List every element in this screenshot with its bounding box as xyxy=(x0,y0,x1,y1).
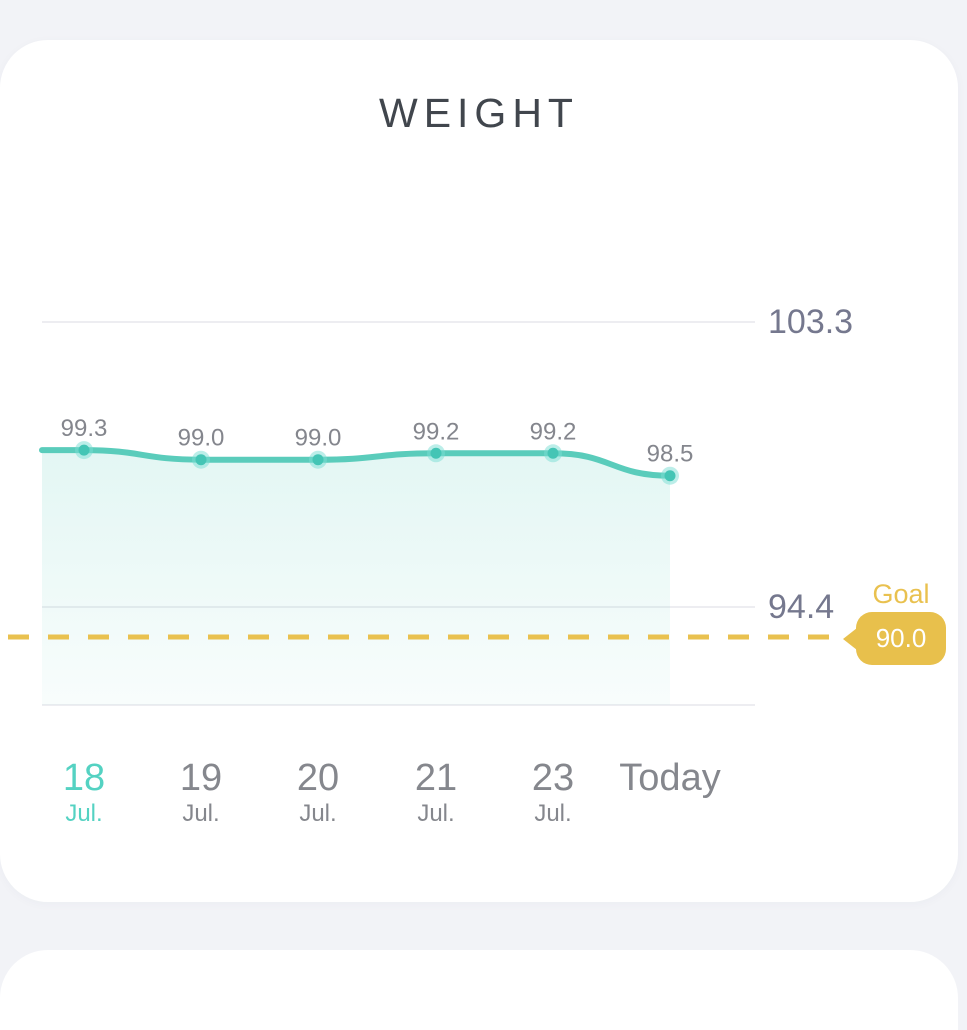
date-day-label: 20 xyxy=(296,757,340,799)
weight-card: WEIGHT 99.3 99.0 99.0 99.2 99.2 98.5 103.3 94… xyxy=(0,40,958,902)
date-day-label: 18 xyxy=(62,757,106,799)
date-day-label: 21 xyxy=(414,757,458,799)
goal-value-badge[interactable]: 90.0 xyxy=(843,612,946,665)
date-month-label: Jul. xyxy=(534,800,572,827)
data-point-3[interactable] xyxy=(430,447,442,459)
y-axis-tick-upper: 103.3 xyxy=(768,303,854,341)
next-card-peek xyxy=(0,950,958,1030)
goal-marker[interactable]: Goal 90.0 xyxy=(842,577,946,665)
x-axis-dates: 18 Jul. 19 Jul. 20 Jul. 21 Jul. 23 Jul. Today xyxy=(0,40,958,902)
date-day-label: Today xyxy=(619,757,721,799)
date-tab-21[interactable]: 21 Jul. xyxy=(415,756,457,828)
weight-line xyxy=(39,447,673,479)
date-month-label: Jul. xyxy=(417,800,455,827)
data-point-1[interactable] xyxy=(195,454,207,466)
date-day-label: 19 xyxy=(179,757,223,799)
point-value-label-0: 99.3 xyxy=(61,415,108,442)
weight-chart[interactable]: 99.3 99.0 99.0 99.2 99.2 98.5 xyxy=(0,40,958,902)
date-tab-today[interactable]: Today xyxy=(619,756,720,800)
goal-badge-tail-icon xyxy=(843,627,857,650)
date-month-label: Jul. xyxy=(299,800,337,827)
date-tab-18[interactable]: 18 Jul. xyxy=(63,756,105,828)
point-value-label-4: 99.2 xyxy=(530,418,577,445)
date-month-label: Jul. xyxy=(182,800,220,827)
data-point-2[interactable] xyxy=(312,454,324,466)
weight-area-fill xyxy=(42,450,670,705)
date-day-label: 23 xyxy=(531,757,575,799)
date-tab-20[interactable]: 20 Jul. xyxy=(297,756,339,828)
data-point-5[interactable] xyxy=(664,470,676,482)
date-tab-23[interactable]: 23 Jul. xyxy=(532,756,574,828)
goal-label: Goal xyxy=(872,579,930,609)
date-tab-19[interactable]: 19 Jul. xyxy=(180,756,222,828)
point-value-label-5: 98.5 xyxy=(647,441,694,468)
weight-card-title: WEIGHT xyxy=(379,90,579,136)
date-month-label: Jul. xyxy=(65,800,103,827)
point-value-label-1: 99.0 xyxy=(178,425,225,452)
data-point-0[interactable] xyxy=(78,444,90,456)
y-axis-tick-lower: 94.4 xyxy=(768,588,835,626)
goal-value: 90.0 xyxy=(875,623,927,653)
data-point-4[interactable] xyxy=(547,447,559,459)
point-value-label-2: 99.0 xyxy=(295,425,342,452)
point-value-label-3: 99.2 xyxy=(413,418,460,445)
